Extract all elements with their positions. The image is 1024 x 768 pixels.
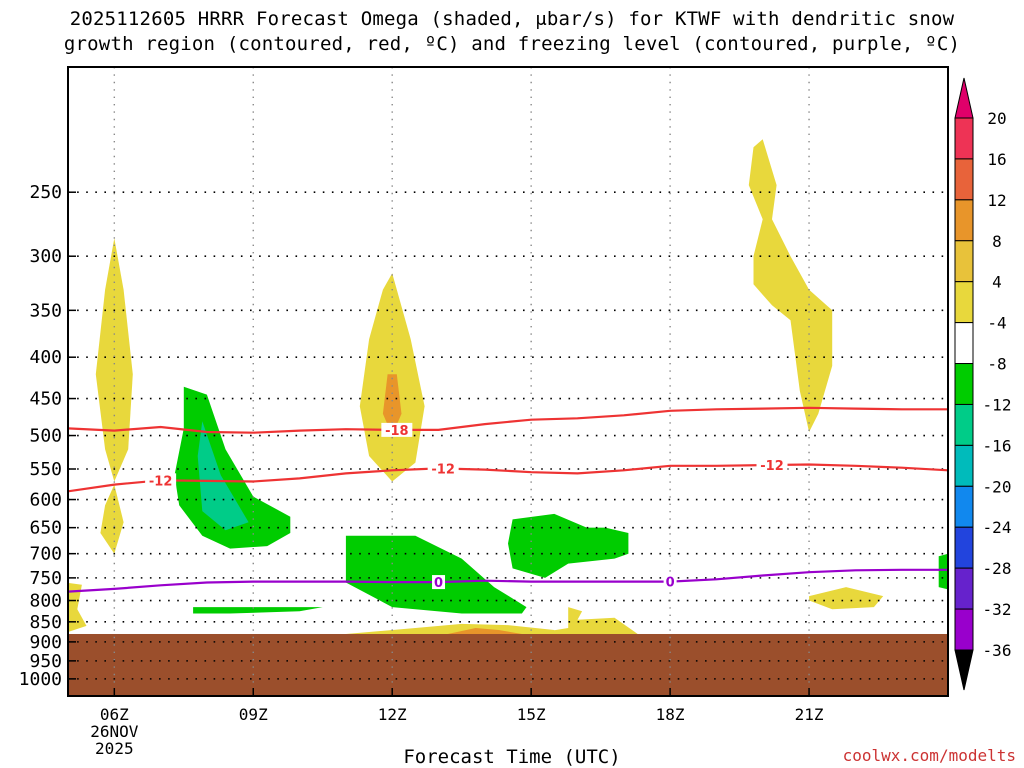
freezing-level-label-bg-0	[432, 575, 446, 590]
colorbar-label-10: -24	[983, 518, 1012, 537]
chart-title-line-1: 2025112605 HRRR Forecast Omega (shaded, …	[69, 8, 955, 30]
isotherm-m12-1-label-bg-0	[145, 473, 177, 488]
colorbar-top-triangle	[954, 77, 974, 119]
isotherm-m18-0-line	[68, 406, 948, 434]
colorbar-bin-0	[954, 117, 974, 160]
x-tick-label-21Z: 21Z	[795, 705, 824, 724]
x-tick-label-12Z: 12Z	[378, 705, 407, 724]
omega-region-positive-1	[100, 484, 124, 554]
isotherm-m12-1-label-bg-1	[427, 461, 459, 476]
plot-frame	[67, 66, 949, 697]
omega-region-positive-0	[95, 238, 133, 482]
colorbar-bin-7	[954, 403, 974, 446]
isotherm-m12-1-line	[68, 463, 948, 493]
omega-region-negative-14	[193, 607, 323, 614]
y-tick-label-250: 250	[29, 182, 62, 203]
site-credit: coolwx.com/modelts	[842, 746, 1016, 765]
colorbar-bin-3	[954, 240, 974, 283]
chart-title-line-2: growth region (contoured, red, ºC) and f…	[63, 33, 961, 55]
x-axis-label: Forecast Time (UTC)	[403, 746, 621, 768]
colorbar-label-13: -36	[983, 641, 1012, 660]
isotherm-m12-1-label-bg-2	[756, 458, 788, 473]
colorbar-bin-5	[954, 322, 974, 365]
colorbar-label-7: -12	[983, 395, 1012, 414]
isotherm-m12-1-label-0: -12	[149, 474, 173, 489]
isotherm-m12-1-label-1: -12	[431, 462, 455, 477]
colorbar-bin-9	[954, 485, 974, 528]
terrain-surface-fill	[68, 633, 948, 696]
x-tick-label-09Z: 09Z	[239, 705, 268, 724]
colorbar-label-9: -20	[983, 477, 1012, 496]
x-date-label-0: 26NOV	[90, 722, 139, 741]
colorbar-label-8: -16	[983, 436, 1012, 455]
y-tick-label-800: 800	[29, 591, 62, 612]
colorbar-bottom-triangle	[954, 649, 974, 691]
y-tick-label-300: 300	[29, 246, 62, 267]
omega-region-positive-6	[68, 582, 87, 632]
colorbar-label-0: 20	[987, 109, 1006, 128]
colorbar-bin-4	[954, 281, 974, 324]
freezing-level-label-0: 0	[434, 576, 443, 591]
isotherm-m12-1-label-2: -12	[760, 459, 784, 474]
omega-region-positive-5	[809, 587, 884, 610]
omega-region-negative-13	[508, 513, 629, 578]
omega-region-positive-7	[531, 607, 638, 634]
colorbar-bin-6	[954, 363, 974, 405]
colorbar-label-2: 12	[987, 191, 1006, 210]
omega-region-positive-4	[748, 139, 833, 433]
x-tick-label-06Z: 06Z	[100, 705, 129, 724]
freezing-level-label-1: 0	[666, 576, 675, 591]
y-tick-label-550: 550	[29, 459, 62, 480]
y-tick-label-1000: 1000	[19, 669, 62, 690]
colorbar-label-12: -32	[983, 600, 1012, 619]
colorbar-bin-1	[954, 158, 974, 201]
colorbar-label-6: -8	[987, 355, 1006, 374]
colorbar-label-4: 4	[992, 273, 1002, 292]
y-tick-label-850: 850	[29, 612, 62, 633]
colorbar-label-11: -28	[983, 559, 1012, 578]
y-tick-label-650: 650	[29, 518, 62, 539]
omega-region-positive-3	[382, 374, 402, 436]
colorbar-bin-2	[954, 199, 974, 242]
y-tick-label-400: 400	[29, 347, 62, 368]
colorbar-label-5: -4	[987, 314, 1006, 333]
colorbar-bin-12	[954, 608, 974, 651]
colorbar-bin-8	[954, 444, 974, 487]
y-tick-label-950: 950	[29, 651, 62, 672]
y-tick-label-450: 450	[29, 389, 62, 410]
omega-region-positive-9	[447, 628, 522, 634]
y-tick-label-750: 750	[29, 568, 62, 589]
isotherm-m18-0-label-bg-0	[381, 422, 413, 437]
y-tick-label-600: 600	[29, 490, 62, 511]
omega-region-negative-11	[197, 421, 249, 531]
isotherm-m18-0-label-0: -18	[385, 424, 409, 439]
x-date-label-1: 2025	[95, 739, 134, 758]
y-tick-label-700: 700	[29, 544, 62, 565]
y-tick-label-500: 500	[29, 426, 62, 447]
y-tick-label-900: 900	[29, 632, 62, 653]
omega-region-negative-12	[345, 535, 527, 614]
colorbar-bin-10	[954, 526, 974, 569]
colorbar-bin-11	[954, 567, 974, 610]
omega-region-negative-15	[938, 553, 948, 590]
colorbar-label-3: 8	[992, 232, 1002, 251]
y-tick-label-350: 350	[29, 300, 62, 321]
x-tick-label-18Z: 18Z	[656, 705, 685, 724]
colorbar-label-1: 16	[987, 150, 1006, 169]
x-tick-label-15Z: 15Z	[517, 705, 546, 724]
freezing-level-line	[68, 568, 948, 593]
freezing-level-label-bg-1	[663, 574, 677, 589]
omega-region-positive-8	[345, 623, 555, 634]
